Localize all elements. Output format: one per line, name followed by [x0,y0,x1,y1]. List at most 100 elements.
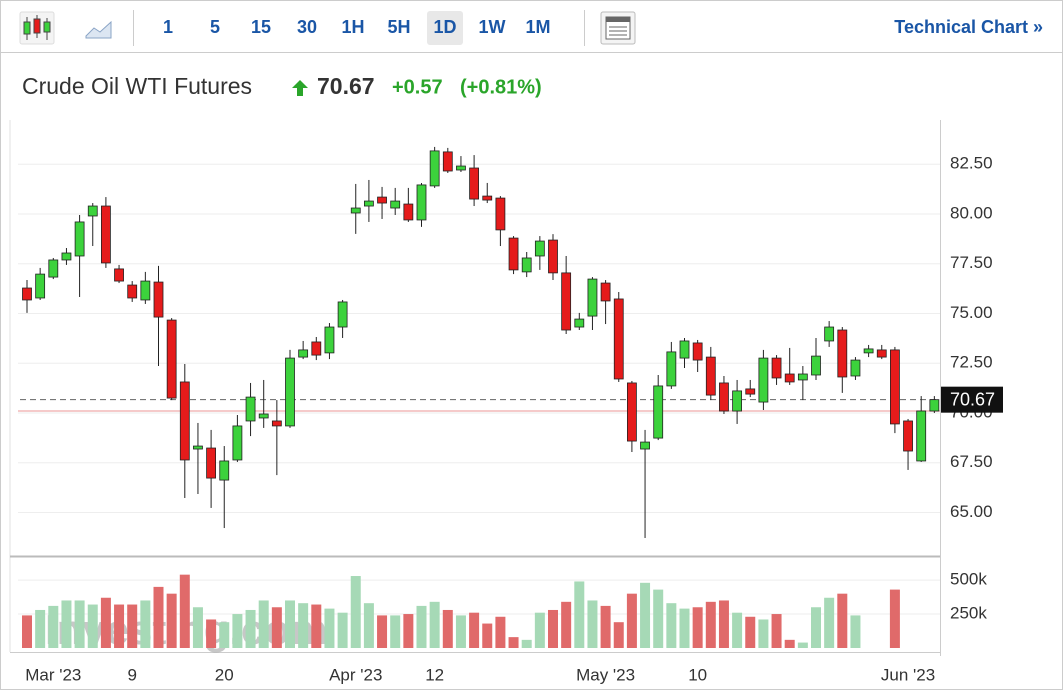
selected-interval-bg [427,11,463,45]
candle-body [179,381,190,461]
candle-body [600,282,611,302]
candle-body [508,237,519,271]
y-tick-label: 82.50 [950,154,993,173]
volume-bar [745,616,756,648]
candle-body [692,342,703,361]
layout-icon[interactable] [600,11,636,45]
interval-button[interactable]: 1 [163,17,173,37]
x-tick-label: 9 [127,665,136,684]
x-tick-label: 12 [425,665,444,684]
candle-body [613,298,624,380]
interval-button[interactable]: 1M [525,17,550,37]
candle-body [206,447,217,479]
volume-bar [548,609,558,648]
interval-button[interactable]: 1H [341,17,364,37]
candle-body [166,319,177,399]
candle-body [863,348,874,354]
volume-bar [35,609,46,648]
candle-body [890,349,900,425]
x-tick-label: May '23 [576,665,635,684]
candle-body [311,341,322,356]
volume-bar [390,615,401,648]
candle-body [232,425,243,461]
volume-bar [87,604,98,648]
up-arrow [292,80,308,96]
volume-bar [377,615,388,648]
candle-body [377,196,387,204]
technical-chart-link[interactable]: Technical Chart » [894,17,1043,37]
volume-bar [613,622,624,648]
volume-bar [153,586,164,648]
candle-body [390,200,401,209]
volume-bar [837,593,848,648]
last-price-box [941,386,1003,413]
candle-body [574,318,585,328]
interval-button[interactable]: 15 [251,17,271,37]
interval-button[interactable]: 5H [387,17,410,37]
volume-bar [771,614,782,648]
y-tick-label: 67.50 [950,452,993,471]
last-price-label: 70.67 [950,389,995,409]
volume-bar [469,612,480,648]
volume-bar [285,600,295,648]
candle-body [679,340,690,359]
candle-body [35,273,46,299]
interval-button[interactable]: 1W [479,17,506,37]
candle-body [416,184,427,221]
candle-body [534,240,545,257]
volume-bar [245,609,256,648]
candle-body [153,281,164,318]
candle-body [745,388,756,395]
volume-bar [705,601,716,648]
x-tick-label: Mar '23 [25,665,81,684]
interval-button[interactable]: 5 [210,17,220,37]
volume-bar [22,615,32,648]
line-icon[interactable] [85,20,112,39]
candle-body [87,205,98,217]
volume-bar [350,576,361,648]
candle-body [732,390,742,412]
candle-body [403,203,414,221]
candle-body [74,221,85,257]
volume-bar [758,619,769,648]
candle-body [482,195,493,201]
volume-tick-label: 500k [950,570,987,589]
interval-button[interactable]: 30 [297,17,317,37]
volume-bar [192,607,203,648]
volume-bar [232,614,243,648]
volume-bar [692,607,703,648]
volume-bar [114,604,125,648]
volume-bar [640,582,651,648]
volume-bar [403,614,414,648]
candle-icon[interactable] [19,11,55,45]
volume-bar [889,589,900,648]
candle-body [193,445,203,450]
y-tick-label: 75.00 [950,303,993,322]
volume-bar [127,604,138,648]
candle-body [271,420,282,427]
volume-bar [508,637,519,648]
volume-bar [429,601,440,648]
candle-body [442,151,453,172]
x-tick-label: 20 [215,665,234,684]
candle-body [114,268,124,282]
volume-bar [416,605,427,648]
candle-body [587,278,598,317]
candle-body [285,357,295,427]
candle-body [469,167,480,200]
interval-button[interactable]: 1D [433,17,456,37]
candle-body [705,356,716,396]
volume-bar [495,616,506,648]
volume-bar [824,597,835,648]
y-tick-label: 80.00 [950,203,993,222]
volume-bar [850,615,861,648]
candle-body [876,349,887,358]
volume-bar [219,622,230,648]
volume-bar [61,600,72,648]
candle-body [324,326,335,354]
candle-body [561,272,572,331]
candle-body [495,197,506,231]
candle-body [627,382,637,442]
candle-body [850,359,861,377]
